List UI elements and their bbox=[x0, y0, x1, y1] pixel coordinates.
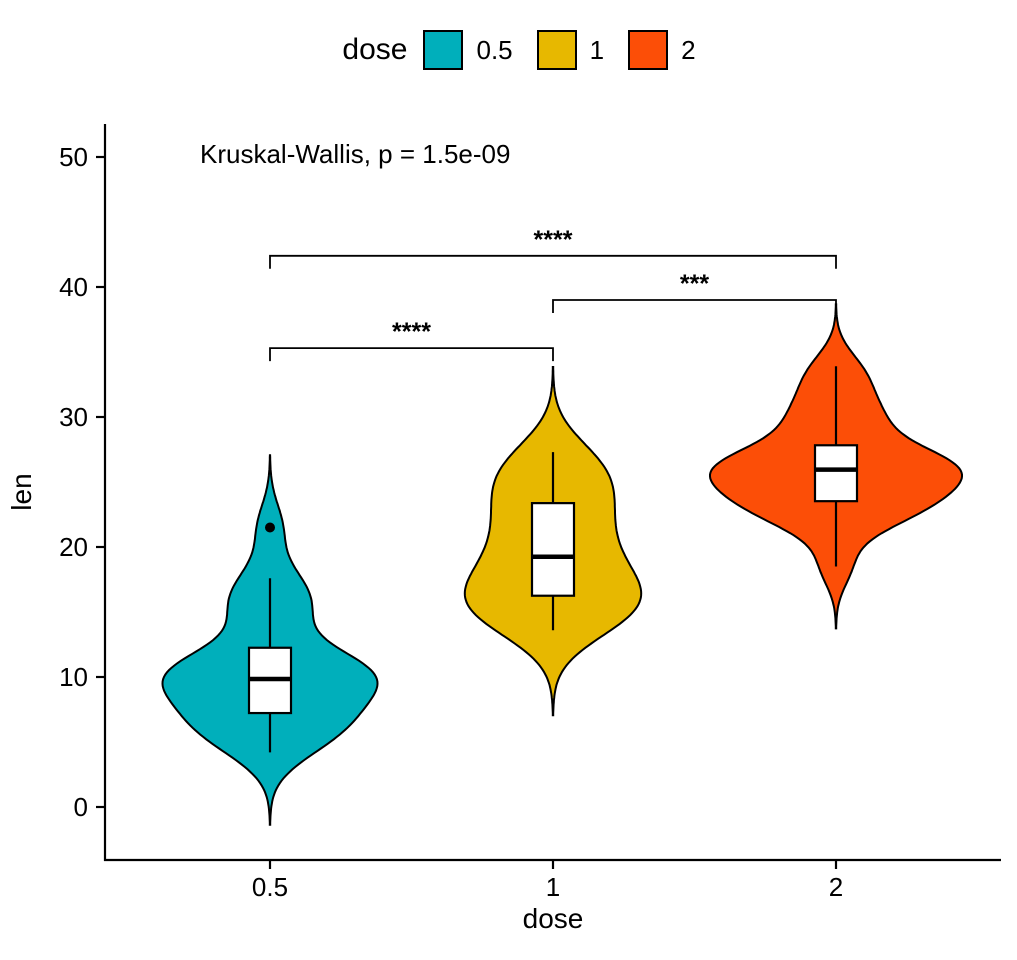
outlier-point-dose-0.5 bbox=[265, 522, 275, 533]
legend-entry-dose-1: 1 bbox=[536, 30, 605, 70]
y-tick-label-30: 30 bbox=[59, 402, 88, 432]
legend-swatch-dose-2 bbox=[628, 30, 669, 70]
legend-label-dose-0.5: 0.5 bbox=[476, 34, 513, 65]
comparison-bracket-0.5-vs-1 bbox=[269, 347, 554, 362]
significance-label-0.5-vs-1: **** bbox=[392, 318, 431, 346]
legend-entry-dose-0.5: 0.5 bbox=[423, 30, 513, 70]
legend-title: dose bbox=[342, 33, 408, 66]
comparison-bracket-0.5-vs-2 bbox=[269, 254, 837, 269]
x-axis-title: dose bbox=[523, 903, 584, 934]
y-tick-label-10: 10 bbox=[59, 662, 88, 692]
kruskal-wallis-annotation: Kruskal-Wallis, p = 1.5e-09 bbox=[200, 139, 510, 169]
y-tick-label-40: 40 bbox=[59, 272, 88, 302]
y-tick-label-0: 0 bbox=[74, 792, 88, 822]
box-dose-1 bbox=[530, 502, 576, 597]
x-tick-label-2: 2 bbox=[829, 872, 843, 902]
significance-label-1-vs-2: *** bbox=[680, 270, 709, 298]
y-axis-title: len bbox=[6, 473, 37, 510]
x-tick-label-1: 1 bbox=[546, 872, 560, 902]
box-dose-2 bbox=[813, 444, 859, 503]
x-tick-label-0.5: 0.5 bbox=[252, 872, 288, 902]
legend-label-dose-2: 2 bbox=[681, 34, 696, 65]
comparison-bracket-1-vs-2 bbox=[552, 299, 837, 313]
legend-label-dose-1: 1 bbox=[589, 34, 605, 65]
legend-entry-dose-2: 2 bbox=[628, 30, 696, 70]
significance-label-0.5-vs-2: **** bbox=[534, 226, 573, 254]
y-tick-label-50: 50 bbox=[59, 142, 88, 172]
legend-swatch-dose-1 bbox=[536, 30, 577, 70]
legend: dose 0.5 1 2 bbox=[45, 30, 1017, 70]
y-tick-label-20: 20 bbox=[59, 532, 88, 562]
legend-swatch-dose-0.5 bbox=[423, 30, 464, 70]
